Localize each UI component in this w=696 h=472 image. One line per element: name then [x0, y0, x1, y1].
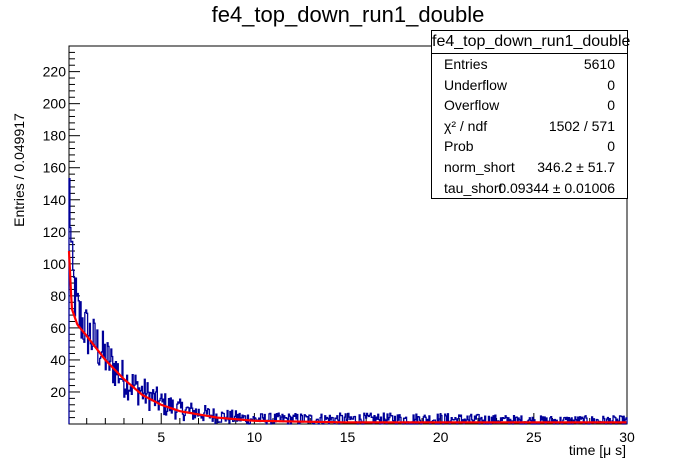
x-axis: 5 10 15 20 25 30 [86, 413, 635, 445]
fit-curve-series [67, 250, 627, 424]
y-tick-label: 20 [50, 384, 66, 400]
x-tick-label: 10 [247, 429, 263, 445]
stats-row: Underflow 0 [444, 76, 615, 93]
x-tick-label: 20 [433, 429, 449, 445]
x-tick-label: 25 [526, 429, 542, 445]
stats-row: χ² / ndf 1502 / 571 [444, 117, 615, 134]
x-tick-label: 5 [157, 429, 165, 445]
y-tick-label: 180 [43, 128, 67, 144]
y-tick-label: 200 [43, 96, 67, 112]
y-tick-label: 40 [50, 352, 66, 368]
y-tick-label: 100 [43, 256, 67, 272]
chart-title: fe4_top_down_run1_double [211, 2, 485, 27]
y-tick-label: 120 [43, 224, 67, 240]
stats-row: Entries 5610 [444, 56, 615, 72]
x-tick-label: 30 [619, 429, 635, 445]
stats-row: Prob 0 [444, 138, 615, 155]
y-axis: 20 40 60 80 100 120 140 160 180 200 220 [43, 45, 80, 419]
x-tick-label: 15 [340, 429, 356, 445]
y-tick-label: 140 [43, 192, 67, 208]
y-tick-label: 160 [43, 160, 67, 176]
y-tick-label: 220 [43, 64, 67, 80]
y-tick-label: 60 [50, 320, 66, 336]
stats-row: norm_short 346.2 ± 51.7 [444, 158, 615, 175]
y-tick-label: 80 [50, 288, 66, 304]
y-axis-label: Entries / 0.049917 [11, 113, 27, 227]
stats-row: tau_short 0.09344 ± 0.01006 [444, 179, 615, 196]
x-axis-label: time [μ s] [569, 442, 626, 458]
stats-title: fe4_top_down_run1_double [432, 31, 630, 54]
stats-box: fe4_top_down_run1_double Entries 5610 Und… [431, 30, 630, 199]
stats-row: Overflow 0 [444, 97, 615, 114]
data-histogram-series [68, 177, 628, 425]
